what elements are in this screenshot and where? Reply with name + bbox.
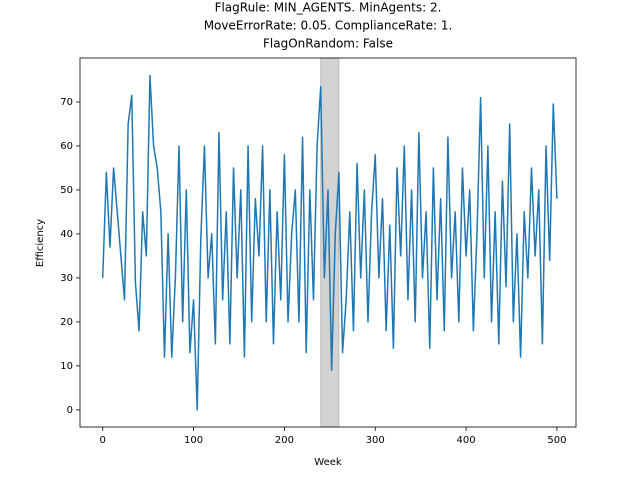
x-tick-label: 500 — [547, 435, 566, 446]
y-tick-label: 10 — [60, 361, 73, 372]
y-tick-label: 50 — [60, 185, 73, 196]
y-tick-label: 40 — [60, 229, 73, 240]
chart-title: FlagRule: MIN_AGENTS. MinAgents: 2. — [215, 1, 442, 15]
y-tick-label: 30 — [60, 273, 73, 284]
x-axis-label: Week — [314, 457, 342, 468]
x-tick-label: 300 — [366, 435, 385, 446]
x-tick-label: 100 — [184, 435, 203, 446]
x-tick-label: 0 — [100, 435, 106, 446]
y-tick-label: 20 — [60, 317, 73, 328]
y-tick-label: 60 — [60, 141, 73, 152]
y-tick-label: 70 — [60, 97, 73, 108]
x-tick-label: 400 — [457, 435, 476, 446]
x-tick-label: 200 — [275, 435, 294, 446]
y-tick-label: 0 — [67, 405, 73, 416]
plot-frame — [79, 57, 577, 428]
data-line — [101, 74, 558, 411]
chart-title: FlagOnRandom: False — [263, 37, 393, 51]
chart-title: MoveErrorRate: 0.05. ComplianceRate: 1. — [204, 19, 453, 33]
y-axis-label: Efficiency — [35, 219, 46, 267]
